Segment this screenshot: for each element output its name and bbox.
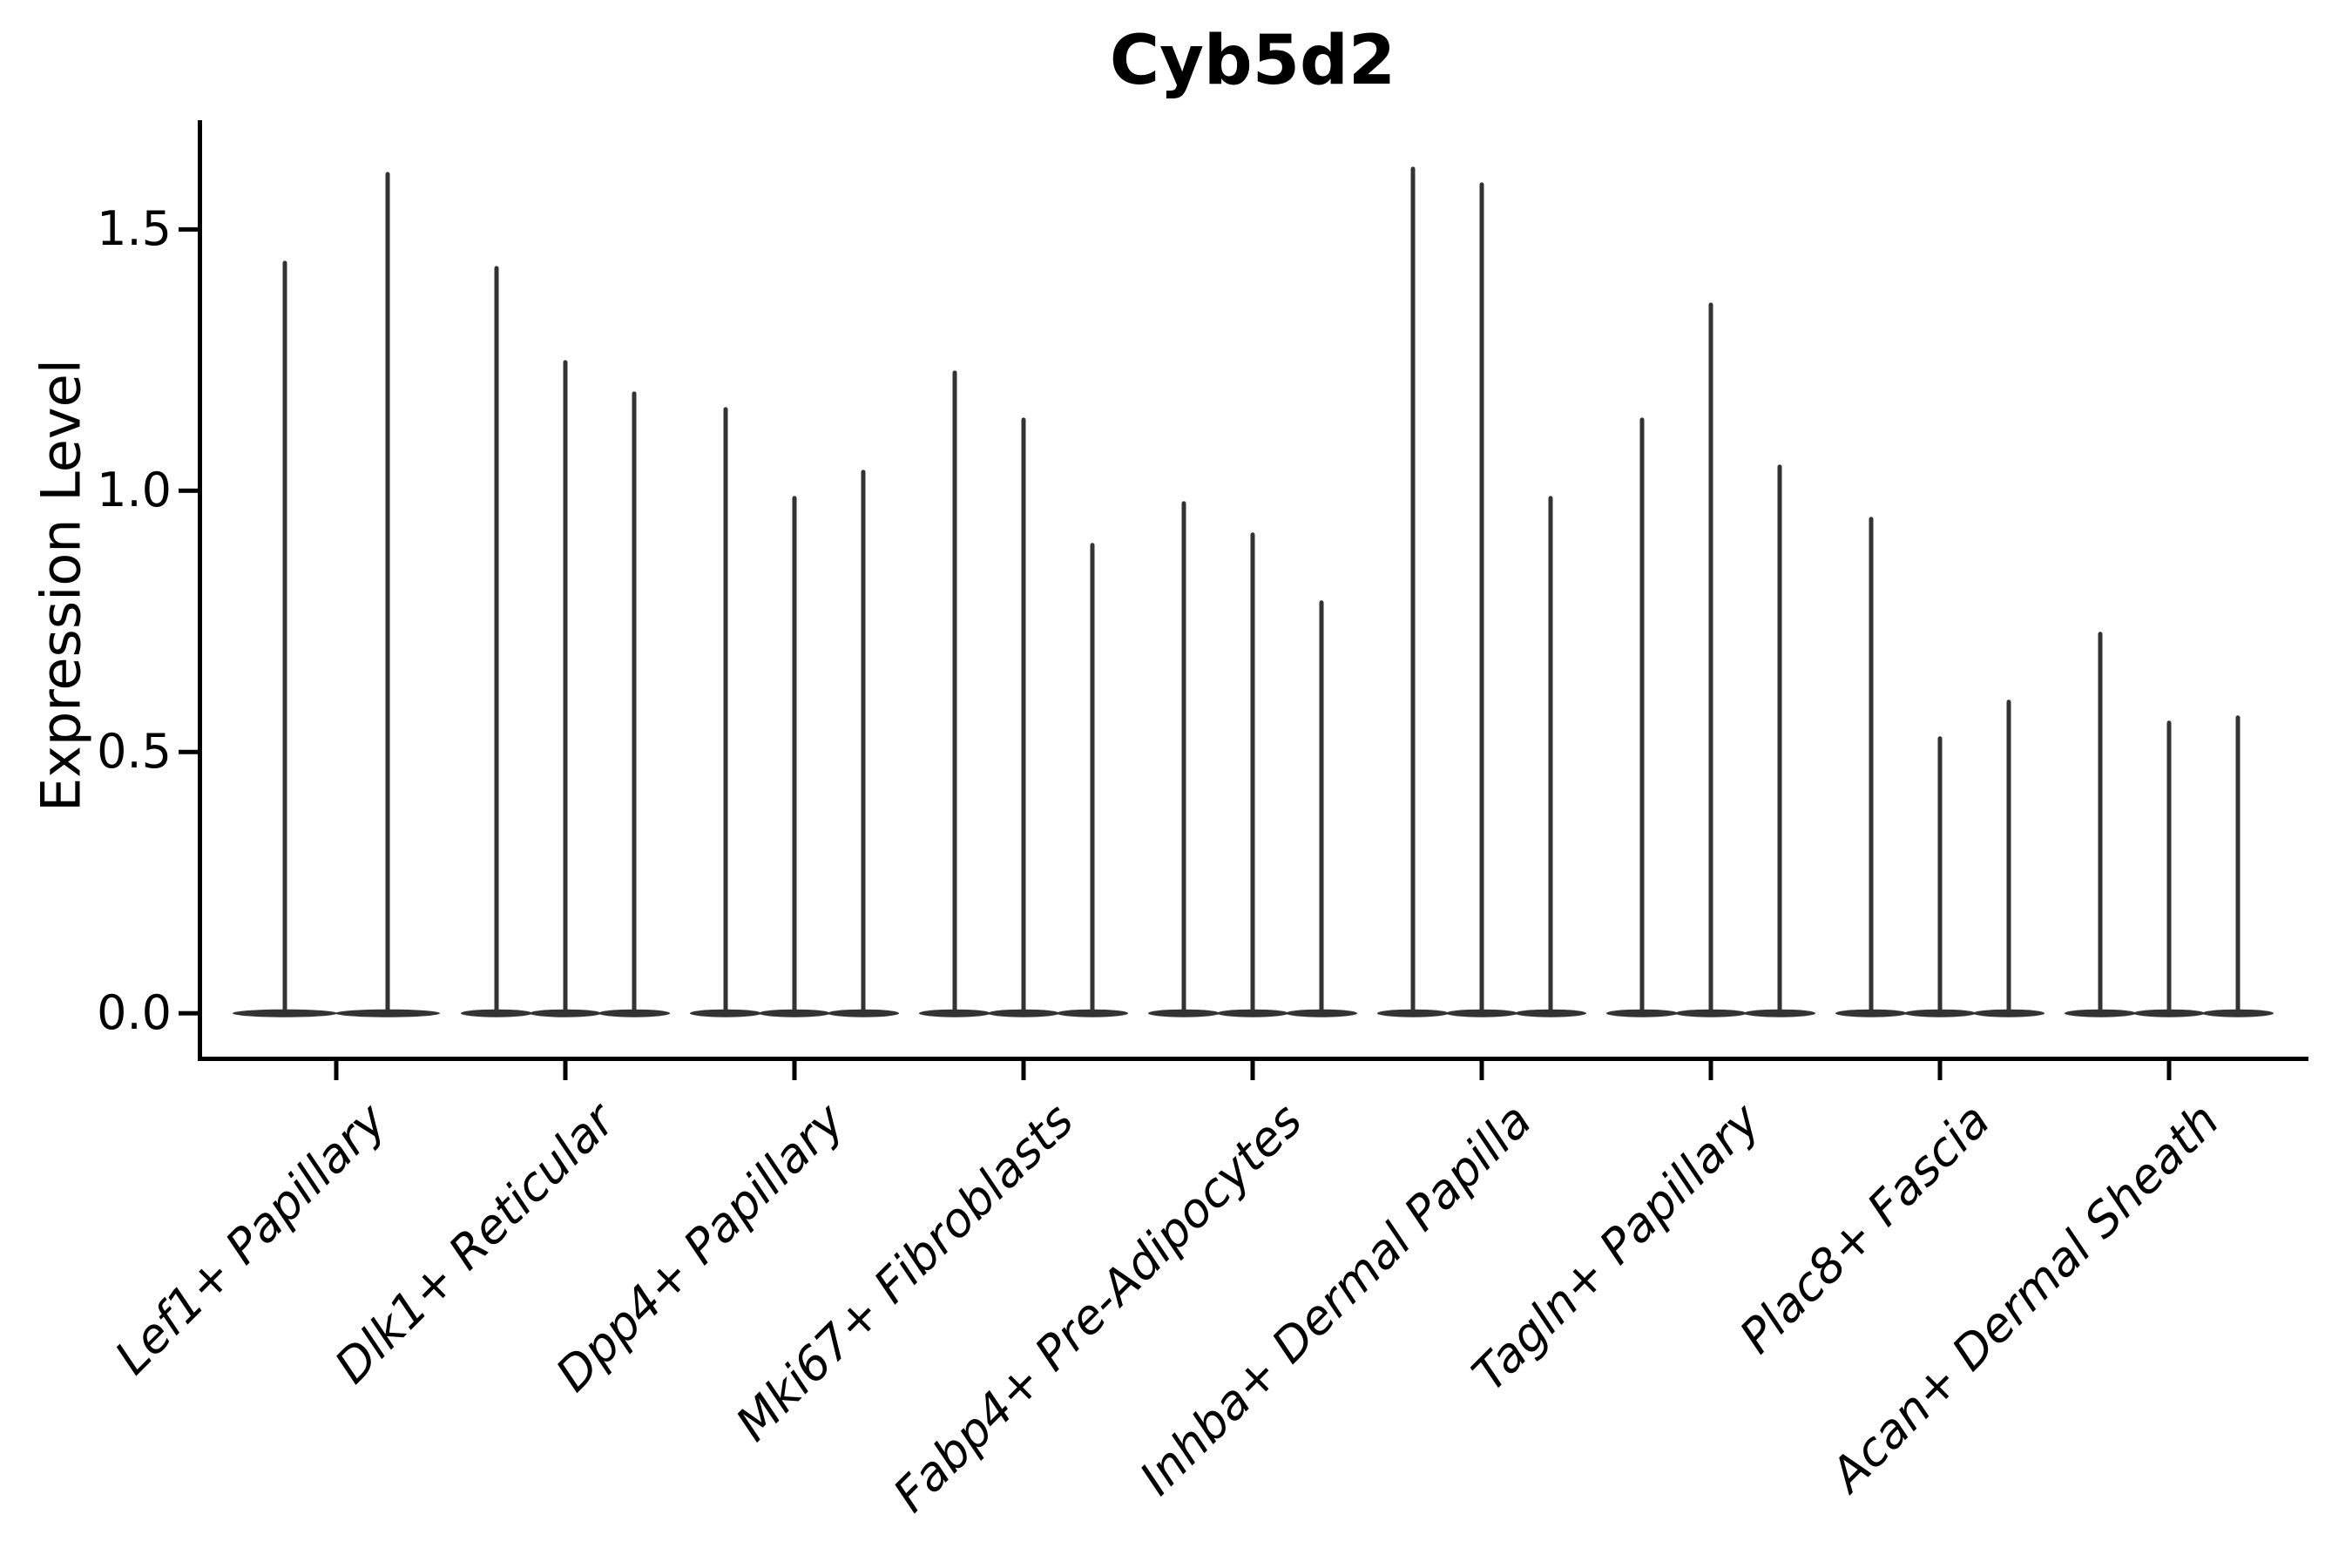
x-tick — [2166, 1061, 2172, 1080]
x-tick — [334, 1061, 339, 1080]
x-axis-spine — [198, 1057, 2308, 1061]
x-tick — [563, 1061, 568, 1080]
y-tick-label: 1.5 — [97, 201, 172, 257]
y-axis-spine — [198, 120, 202, 1061]
y-tick — [179, 749, 198, 754]
y-tick-label: 1.0 — [97, 463, 172, 518]
x-tick — [792, 1061, 797, 1080]
y-tick — [179, 488, 198, 493]
y-tick — [179, 1010, 198, 1016]
x-tick — [1479, 1061, 1484, 1080]
y-tick-label: 0.5 — [97, 724, 172, 780]
x-tick — [1937, 1061, 1943, 1080]
y-tick-label: 0.0 — [97, 985, 172, 1041]
y-tick — [179, 226, 198, 232]
x-tick — [1708, 1061, 1713, 1080]
x-tick — [1250, 1061, 1255, 1080]
chart-title: Cyb5d2 — [1109, 22, 1396, 100]
x-tick — [1021, 1061, 1026, 1080]
